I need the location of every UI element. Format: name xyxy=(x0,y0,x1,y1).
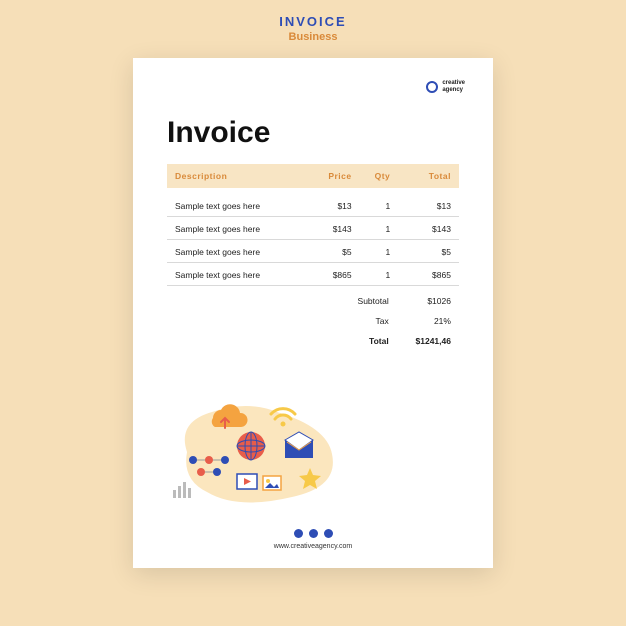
page-header: INVOICE Business xyxy=(0,0,626,43)
picture-thumb-icon xyxy=(263,476,281,490)
total-value: $1241,46 xyxy=(395,332,459,350)
cell-total: $13 xyxy=(390,201,451,211)
cell-qty: 1 xyxy=(352,270,391,280)
logo-text: creative agency xyxy=(442,80,465,93)
illustration xyxy=(167,382,367,512)
tax-label: Tax xyxy=(301,312,394,330)
line-items-table: Description Price Qty Total Sample text … xyxy=(167,164,459,350)
subtotal-label: Subtotal xyxy=(301,292,394,310)
footer: www.creativeagency.com xyxy=(133,529,493,550)
cell-total: $5 xyxy=(390,247,451,257)
instagram-icon xyxy=(294,529,303,538)
table-row: Sample text goes here $5 1 $5 xyxy=(167,240,459,263)
cell-desc: Sample text goes here xyxy=(175,270,302,280)
cell-qty: 1 xyxy=(352,224,391,234)
subtotal-value: $1026 xyxy=(395,292,459,310)
bar-chart-icon xyxy=(173,482,191,498)
col-qty: Qty xyxy=(352,171,391,181)
video-thumb-icon xyxy=(237,474,257,489)
cell-price: $13 xyxy=(302,201,352,211)
col-description: Description xyxy=(175,171,302,181)
logo-line1: creative xyxy=(442,80,465,87)
cell-qty: 1 xyxy=(352,247,391,257)
invoice-document: creative agency Invoice Description Pric… xyxy=(133,58,493,568)
cell-desc: Sample text goes here xyxy=(175,247,302,257)
cell-total: $865 xyxy=(390,270,451,280)
cell-total: $143 xyxy=(390,224,451,234)
cell-desc: Sample text goes here xyxy=(175,224,302,234)
summary: Subtotal $1026 Tax 21% Total $1241,46 xyxy=(167,292,459,350)
logo: creative agency xyxy=(426,80,465,93)
tax-value: 21% xyxy=(395,312,459,330)
social-icons xyxy=(133,529,493,538)
facebook-icon xyxy=(324,529,333,538)
cell-price: $865 xyxy=(302,270,352,280)
document-title: Invoice xyxy=(167,116,459,150)
whatsapp-icon xyxy=(309,529,318,538)
page-title: INVOICE xyxy=(0,14,626,29)
logo-circle-icon xyxy=(426,81,438,93)
col-price: Price xyxy=(302,171,352,181)
table-header: Description Price Qty Total xyxy=(167,164,459,188)
table-row: Sample text goes here $865 1 $865 xyxy=(167,263,459,286)
cell-price: $5 xyxy=(302,247,352,257)
page-subtitle: Business xyxy=(0,31,626,43)
table-body: Sample text goes here $13 1 $13 Sample t… xyxy=(167,194,459,286)
footer-url: www.creativeagency.com xyxy=(133,543,493,550)
total-label: Total xyxy=(301,332,394,350)
cell-desc: Sample text goes here xyxy=(175,201,302,211)
cell-qty: 1 xyxy=(352,201,391,211)
cell-price: $143 xyxy=(302,224,352,234)
table-row: Sample text goes here $13 1 $13 xyxy=(167,194,459,217)
col-total: Total xyxy=(390,171,451,181)
table-row: Sample text goes here $143 1 $143 xyxy=(167,217,459,240)
globe-icon xyxy=(237,432,265,460)
logo-line2: agency xyxy=(442,87,465,94)
